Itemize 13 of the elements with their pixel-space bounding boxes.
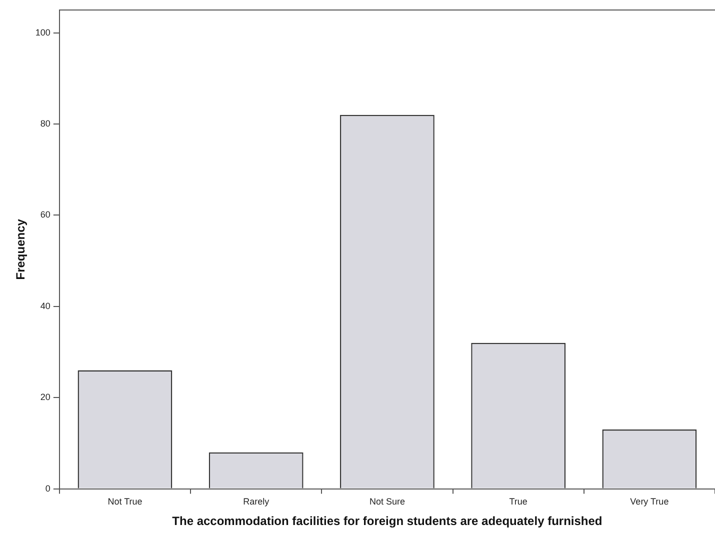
y-tick-label: 20 bbox=[40, 392, 50, 402]
x-tick-label: Very True bbox=[630, 496, 669, 507]
y-tick-label: 60 bbox=[40, 210, 50, 220]
x-tick-label: Not Sure bbox=[369, 496, 405, 507]
x-axis-title: The accommodation facilities for foreign students are adequately furnished bbox=[172, 514, 602, 528]
x-tick-label: True bbox=[509, 496, 528, 507]
y-tick-label: 0 bbox=[45, 483, 50, 494]
y-tick-label: 40 bbox=[40, 300, 50, 311]
y-tick-label: 100 bbox=[35, 27, 50, 38]
x-tick-label: Rarely bbox=[243, 496, 270, 507]
y-tick-label: 80 bbox=[40, 118, 50, 128]
x-tick-label: Not True bbox=[108, 496, 142, 507]
y-axis-title: Frequency bbox=[14, 218, 28, 280]
